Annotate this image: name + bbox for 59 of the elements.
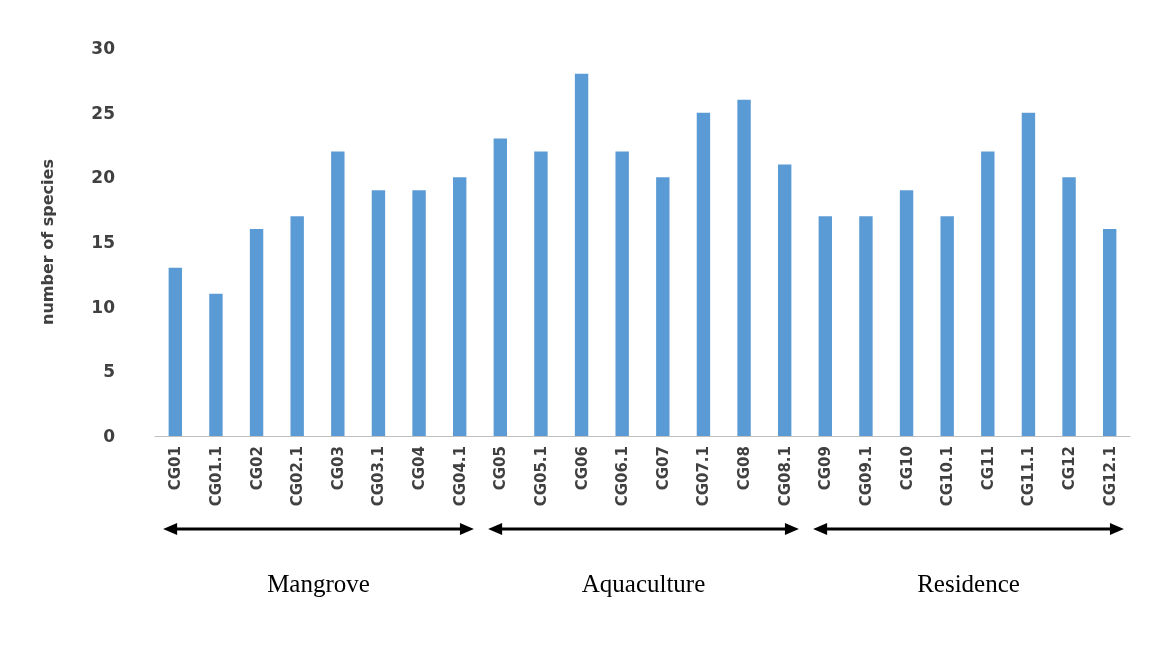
bar — [940, 216, 954, 436]
y-tick-label: 25 — [91, 102, 115, 123]
x-tick-label: CG07.1 — [694, 446, 713, 507]
bar — [371, 190, 386, 436]
y-tick-label: 10 — [91, 296, 116, 317]
x-tick-label: CG09.1 — [856, 446, 875, 507]
x-tick-label: CG10.1 — [938, 446, 957, 507]
x-tick-label: CG12.1 — [1100, 446, 1119, 507]
y-tick-label: 0 — [103, 426, 116, 446]
x-tick-label: CG08.1 — [775, 446, 794, 507]
bar — [331, 151, 345, 436]
bar — [168, 267, 183, 436]
bar — [981, 151, 995, 436]
bar — [574, 73, 589, 436]
bar — [493, 138, 508, 436]
bar — [534, 151, 548, 436]
bar — [290, 216, 304, 436]
x-tick-label: CG09 — [816, 446, 835, 491]
y-axis-title: number of species — [37, 159, 57, 325]
bar — [777, 164, 792, 436]
x-tick-label: CG03 — [328, 446, 347, 491]
bar — [412, 190, 426, 436]
bar — [656, 177, 670, 436]
bar — [899, 190, 914, 436]
x-tick-label: CG01.1 — [206, 446, 225, 507]
bar — [249, 229, 264, 436]
bar — [1021, 112, 1036, 436]
bar — [452, 177, 467, 436]
bar — [696, 112, 711, 436]
x-tick-label: CG07 — [653, 446, 672, 491]
x-tick-label: CG02 — [247, 446, 266, 491]
x-tick-label: CG05.1 — [531, 446, 550, 507]
x-tick-label: CG06.1 — [613, 446, 632, 507]
y-tick-label: 5 — [103, 361, 115, 382]
x-tick-label: CG02.1 — [288, 446, 307, 507]
bar — [1102, 229, 1117, 436]
x-tick-label: CG06 — [572, 446, 591, 491]
y-tick-label: 30 — [91, 38, 116, 58]
x-tick-label: CG11.1 — [1019, 446, 1038, 507]
text: Residence — [917, 570, 1020, 598]
x-tick-label: CG11 — [978, 446, 997, 491]
bar — [859, 216, 873, 436]
bar — [818, 216, 833, 436]
bar — [737, 99, 751, 436]
text: Mangrove — [267, 570, 370, 598]
x-tick-label: CG01 — [166, 446, 185, 491]
x-tick-label: CG10 — [897, 446, 916, 491]
y-tick-label: 20 — [91, 167, 116, 188]
bar — [615, 151, 629, 436]
x-tick-label: CG08 — [735, 446, 754, 491]
x-tick-label: CG05 — [491, 446, 510, 491]
x-tick-label: CG03.1 — [369, 446, 388, 507]
x-tick-label: CG04 — [410, 446, 429, 491]
x-tick-label: CG04.1 — [450, 446, 469, 507]
bar — [209, 293, 223, 436]
text: Aquaculture — [581, 570, 706, 598]
bar — [1062, 177, 1076, 436]
y-tick-label: 15 — [91, 232, 115, 252]
x-tick-label: CG12 — [1060, 446, 1079, 491]
